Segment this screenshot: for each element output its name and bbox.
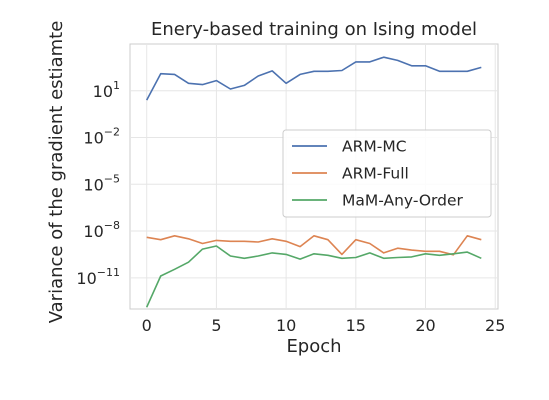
legend-label: ARM-Full [342,165,409,183]
y-tick-exponent: −5 [104,172,120,185]
y-tick-label: 101 [93,79,120,101]
y-tick-label: 10−11 [76,266,120,288]
legend: ARM-MC ARM-Full MaM-Any-Order [282,129,492,218]
y-tick-exponent: −2 [104,126,120,139]
y-tick-exponent: −11 [97,266,120,279]
series-line-mam-any-order [145,245,482,308]
y-axis-title: Variance of the gradient estiamte [46,21,67,324]
legend-box [282,129,492,218]
chart-title: Enery-based training on Ising model [151,19,477,40]
x-tick-label: 15 [346,316,366,335]
y-tick-base: 10 [76,269,96,288]
y-tick-label: 10−5 [83,172,120,194]
y-tick-base: 10 [83,222,103,241]
y-tick-exponent: 1 [113,79,120,92]
series-line-arm-mc [145,56,482,101]
legend-label: MaM-Any-Order [342,192,464,210]
x-axis-title: Epoch [286,336,341,357]
y-tick-label: 10−2 [83,126,120,148]
y-tick-exponent: −8 [104,219,120,232]
series-line-arm-full [146,235,482,256]
y-tick-base: 10 [83,129,103,148]
x-tick-label: 0 [142,316,152,335]
x-tick-label: 25 [485,316,505,335]
x-tick-label: 5 [211,316,221,335]
y-tick-base: 10 [83,175,103,194]
x-tick-label: 20 [415,316,435,335]
legend-label: ARM-MC [342,138,407,156]
y-tick-label: 10−8 [83,219,120,241]
x-tick-label: 10 [276,316,296,335]
y-tick-base: 10 [93,82,113,101]
